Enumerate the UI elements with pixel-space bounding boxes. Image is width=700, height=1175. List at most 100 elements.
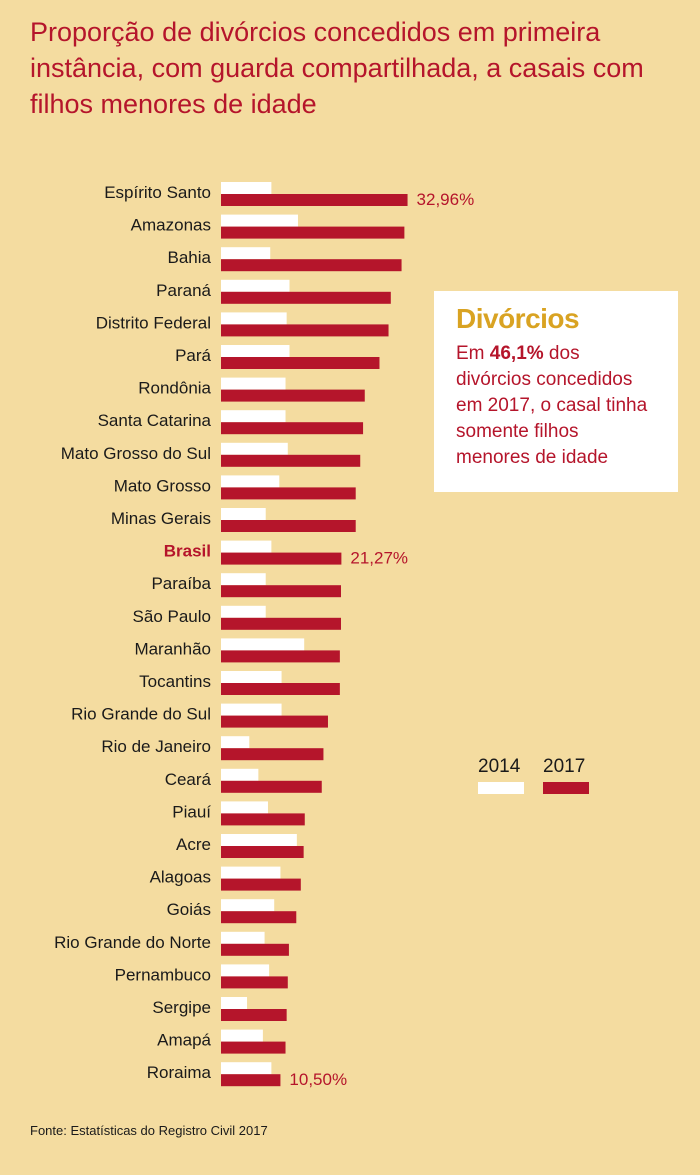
category-label: Minas Gerais — [111, 509, 211, 528]
bar-2014 — [221, 899, 275, 912]
bar-2014 — [221, 605, 266, 618]
bar-2017 — [221, 357, 380, 369]
bar-2017 — [221, 650, 340, 663]
bar-2017 — [221, 585, 341, 598]
bar-2017 — [221, 878, 301, 891]
bar-2014 — [221, 1029, 263, 1042]
info-box: Divórcios Em 46,1% dos divórcios concedi… — [434, 291, 678, 492]
bar-2017 — [221, 780, 322, 793]
info-box-text: Em 46,1% dos divórcios concedidos em 201… — [456, 341, 656, 471]
bar-2017 — [221, 552, 342, 565]
category-label: Pernambuco — [115, 965, 211, 984]
bar-2017 — [221, 943, 289, 956]
bar-2014 — [221, 279, 290, 292]
bar-2014 — [221, 377, 286, 390]
category-label: Rio Grande do Norte — [54, 933, 211, 952]
bar-2017 — [221, 259, 402, 272]
category-label: Amapá — [157, 1031, 211, 1050]
bar-2014 — [221, 768, 259, 781]
bar-2014 — [221, 508, 266, 520]
bar-2017 — [221, 976, 288, 989]
bar-2014 — [221, 247, 271, 260]
category-label: Tocantins — [139, 672, 211, 691]
bar-2017 — [221, 715, 328, 728]
category-label: Roraima — [147, 1063, 212, 1082]
category-label: Rio de Janeiro — [101, 737, 211, 756]
bar-2014 — [221, 182, 272, 194]
bar-2017 — [221, 683, 340, 695]
category-label: Maranhão — [134, 639, 211, 658]
legend-swatch-2014 — [478, 782, 524, 794]
data-label: 21,27% — [350, 549, 408, 568]
bar-2017 — [221, 487, 356, 500]
legend-swatch-2017 — [543, 782, 589, 794]
info-text-before: Em — [456, 343, 490, 364]
data-label: 32,96% — [417, 190, 475, 209]
bar-2014 — [221, 736, 250, 749]
bar-2017 — [221, 617, 341, 630]
source-note: Fonte: Estatísticas do Registro Civil 20… — [30, 1123, 268, 1138]
bar-2014 — [221, 866, 281, 879]
bar-2014 — [221, 1062, 272, 1075]
category-label: Espírito Santo — [104, 183, 211, 202]
category-label: Distrito Federal — [96, 313, 211, 332]
bar-2014 — [221, 931, 265, 944]
category-label: Brasil — [164, 542, 211, 561]
bar-2014 — [221, 834, 297, 846]
category-label: Alagoas — [150, 868, 211, 887]
category-label: Mato Grosso do Sul — [61, 444, 211, 463]
bar-2017 — [221, 422, 364, 435]
bar-2017 — [221, 194, 408, 206]
bar-2014 — [221, 964, 270, 977]
info-box-heading: Divórcios — [456, 303, 580, 334]
bar-2014 — [221, 475, 280, 488]
bar-2014 — [221, 801, 268, 814]
bar-2014 — [221, 214, 298, 227]
category-label: Ceará — [165, 770, 212, 789]
bar-2014 — [221, 540, 272, 553]
category-label: São Paulo — [133, 607, 211, 626]
bar-2017 — [221, 911, 297, 924]
category-label: Amazonas — [131, 216, 211, 235]
bar-2014 — [221, 997, 248, 1009]
legend-label-2017: 2017 — [543, 756, 586, 777]
bar-2017 — [221, 291, 391, 304]
legend-item-2014: 2014 — [478, 756, 524, 794]
category-label: Acre — [176, 835, 211, 854]
category-label: Mato Grosso — [114, 476, 211, 495]
bar-2017 — [221, 748, 324, 761]
bar-2017 — [221, 846, 304, 858]
category-label: Rondônia — [138, 379, 211, 398]
bar-2017 — [221, 1074, 281, 1087]
legend-label-2014: 2014 — [478, 756, 521, 777]
bar-2014 — [221, 671, 282, 683]
category-label: Pará — [175, 346, 211, 365]
legend-item-2017: 2017 — [543, 756, 589, 794]
category-label: Rio Grande do Sul — [71, 705, 211, 724]
bar-2017 — [221, 1009, 287, 1021]
bar-2014 — [221, 345, 290, 357]
info-text-after: dos divórcios concedidos em 2017, o casa… — [456, 343, 648, 468]
bar-2017 — [221, 813, 305, 826]
bar-2014 — [221, 442, 288, 455]
category-label: Paraíba — [151, 574, 211, 593]
bar-2014 — [221, 312, 287, 325]
category-label: Sergipe — [152, 998, 211, 1017]
bar-2014 — [221, 410, 286, 423]
category-label: Paraná — [156, 281, 211, 300]
bar-2014 — [221, 573, 266, 586]
bar-2017 — [221, 1041, 286, 1054]
data-label: 10,50% — [289, 1070, 347, 1089]
bar-2014 — [221, 638, 305, 651]
category-label: Piauí — [172, 802, 211, 821]
bar-2017 — [221, 324, 389, 337]
bar-2017 — [221, 226, 405, 239]
bar-2014 — [221, 703, 282, 716]
bar-2017 — [221, 520, 356, 532]
bar-2017 — [221, 389, 365, 402]
category-label: Bahia — [168, 248, 212, 267]
category-label: Goiás — [167, 900, 211, 919]
bar-2017 — [221, 454, 361, 467]
category-label: Santa Catarina — [98, 411, 212, 430]
